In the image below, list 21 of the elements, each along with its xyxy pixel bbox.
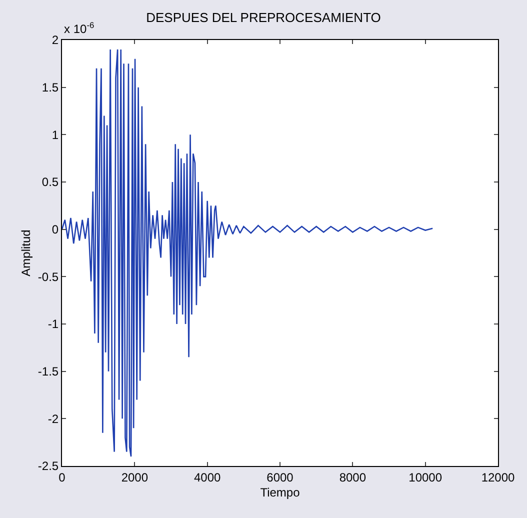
x-axis-title: Tiempo	[260, 485, 300, 500]
y-tick-label: 0.5	[42, 175, 59, 190]
chart-title: DESPUES DEL PREPROCESAMIENTO	[146, 10, 381, 26]
x-tick-label: 10000	[408, 470, 442, 484]
x-tick-label: 6000	[266, 470, 294, 484]
y-tick-label: -1.5	[38, 364, 59, 379]
y-tick-label: 1.5	[42, 80, 59, 95]
y-tick-label: -1	[48, 317, 59, 332]
y-tick-label: -0.5	[38, 270, 59, 284]
y-axis-title: Amplitud	[19, 230, 34, 276]
y-tick-label: 2	[52, 33, 59, 48]
x-tick-label: 2000	[121, 470, 148, 484]
y-tick-label: 1	[52, 128, 59, 142]
x-tick-label: 8000	[339, 470, 366, 484]
line-series	[62, 48, 434, 458]
y-tick-label: 0	[52, 222, 59, 237]
y-tick-label: -2	[48, 412, 59, 426]
y-tick-label: -2.5	[38, 459, 59, 474]
text: x 10$^{-6}$	[64, 20, 94, 36]
x-tick-label: 12000	[481, 470, 516, 484]
x-tick-label: 4000	[194, 470, 221, 484]
